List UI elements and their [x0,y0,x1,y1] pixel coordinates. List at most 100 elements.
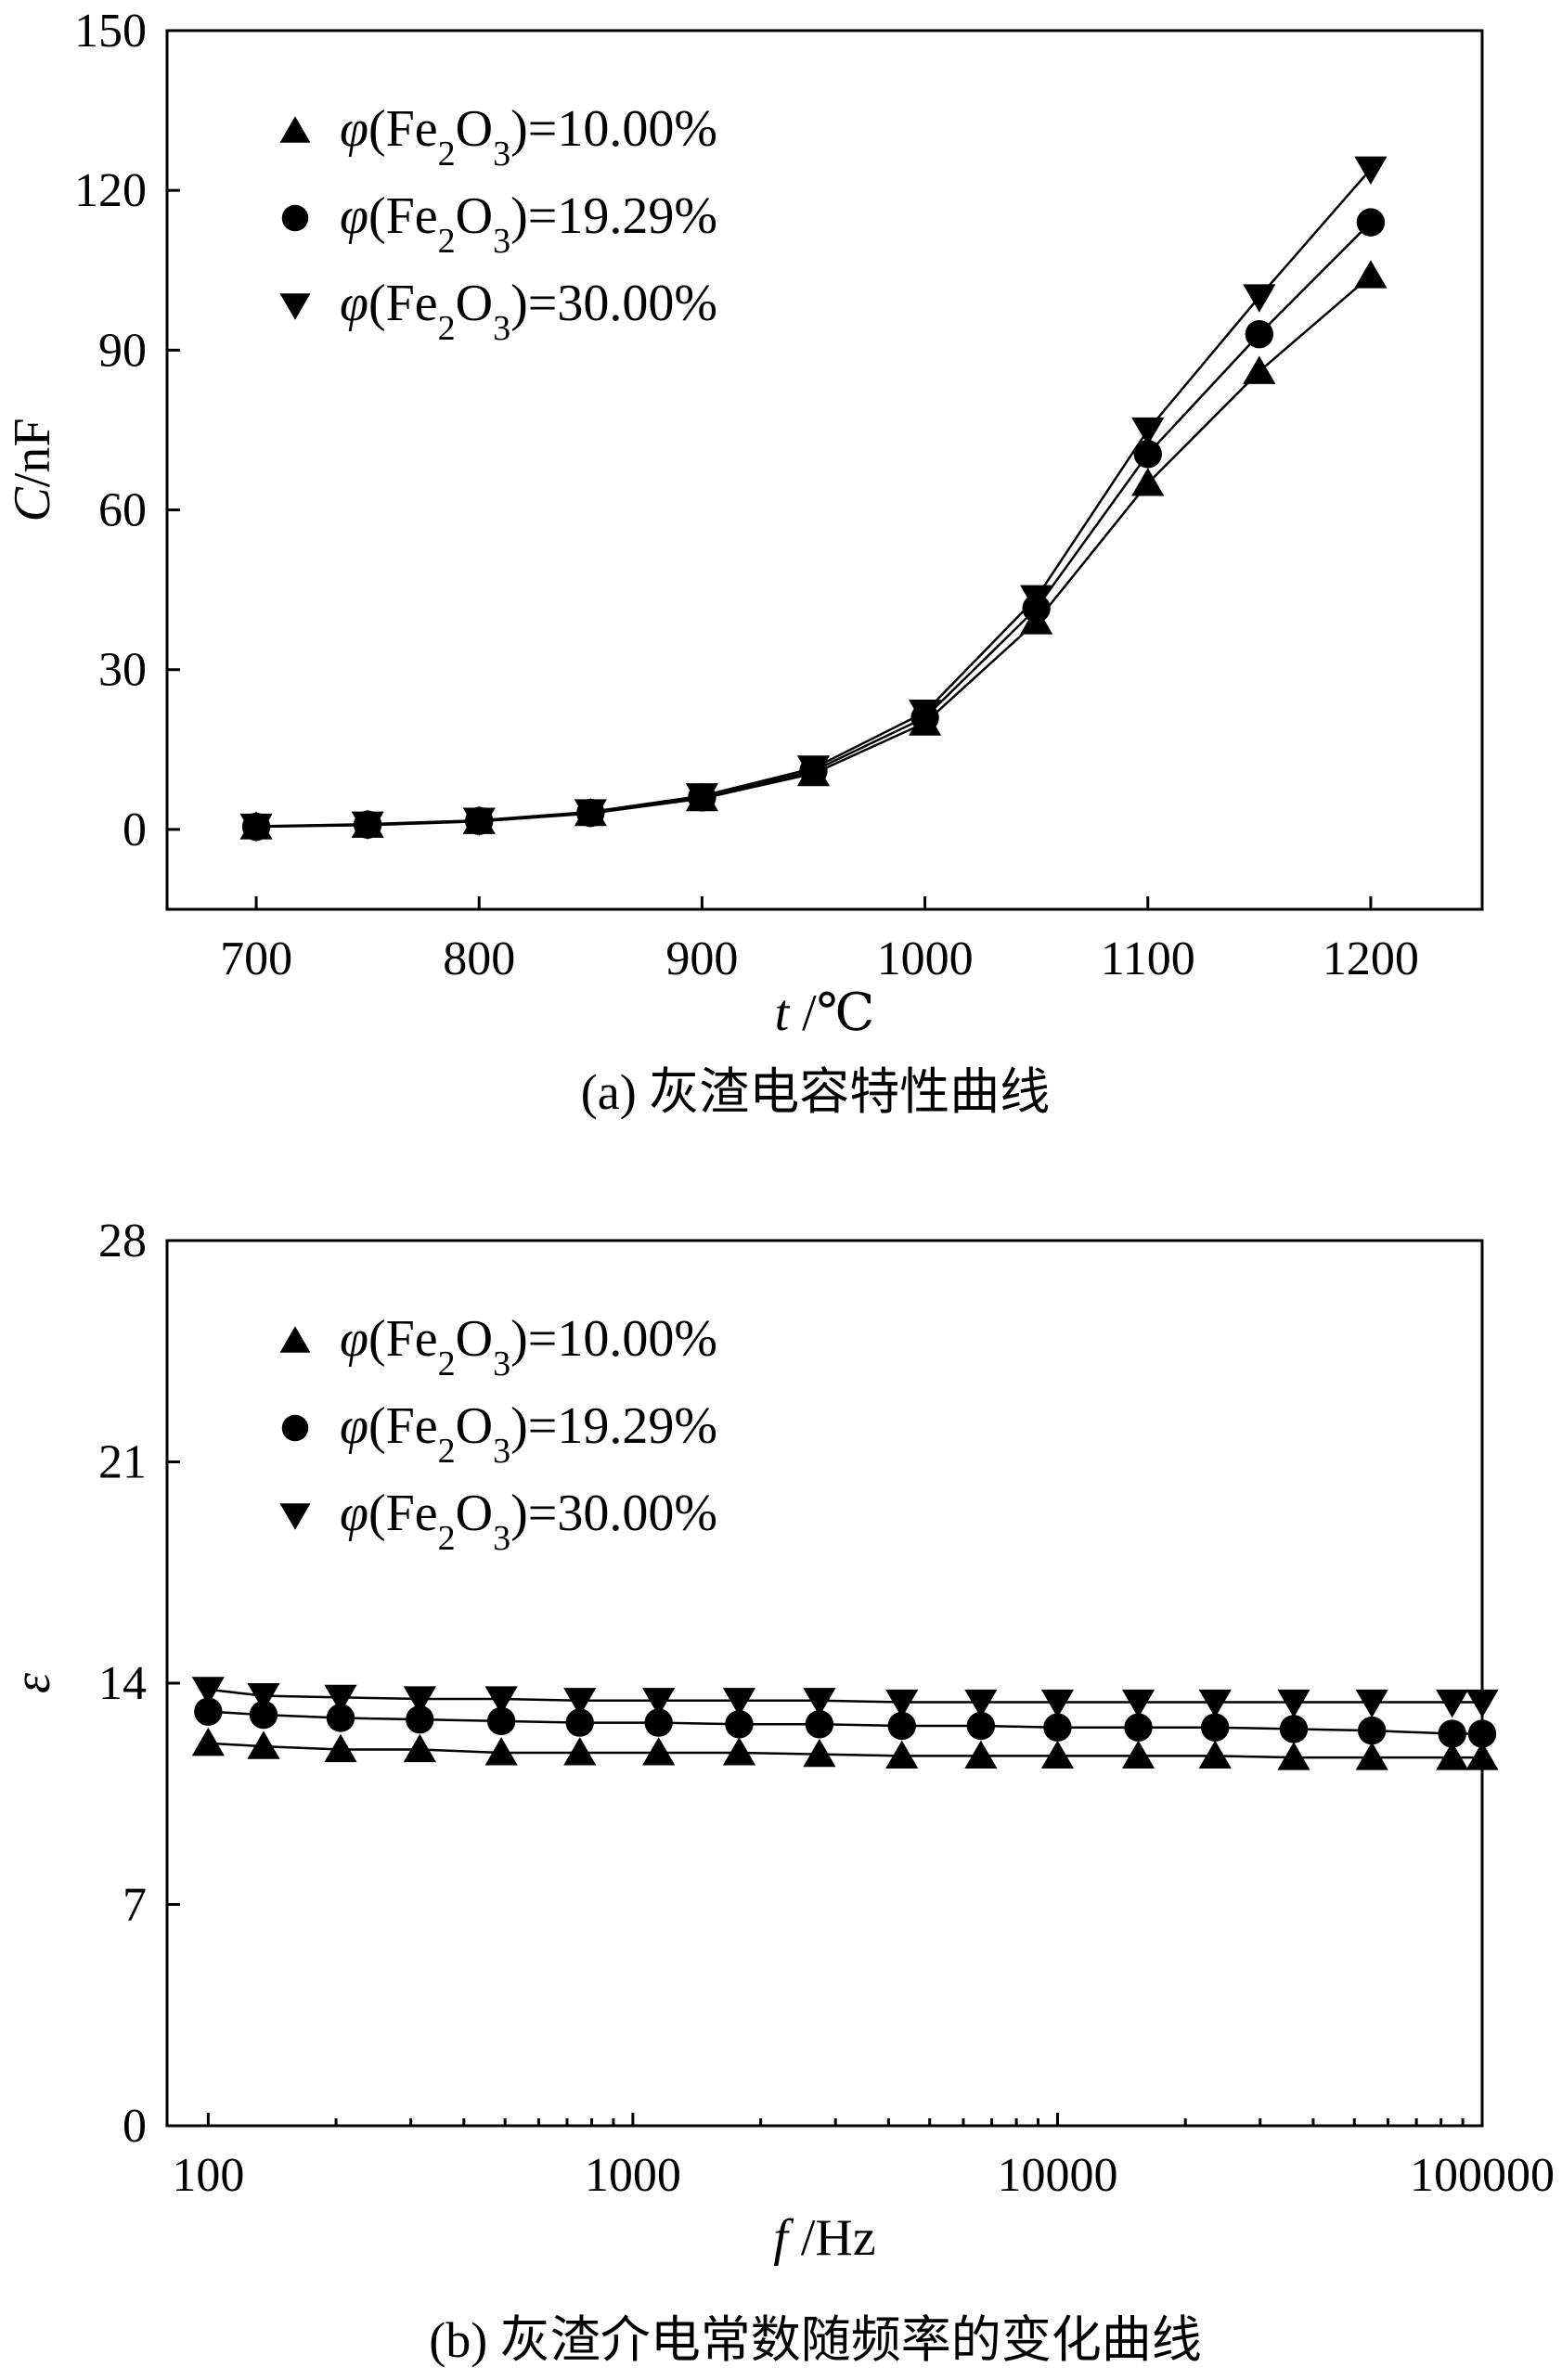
legend-text-prefix: φ [340,100,368,158]
panel-b-x-tick-label: 100000 [1410,2149,1555,2202]
panel-b-data-point [247,1683,280,1712]
panel-a-x-axis-symbol: t [775,984,791,1042]
panel-b-data-point [1277,1689,1310,1718]
panel-b-data-point [1277,1742,1310,1770]
legend-text-mid: O [456,1485,493,1542]
legend-text-sub1: 2 [438,1519,456,1558]
panel-b-data-point [324,1684,357,1714]
legend-text-sub1: 2 [438,222,456,261]
legend-text-open: (Fe [368,187,438,245]
panel-a-data-point [1354,260,1388,289]
panel-b-data-point [644,1708,673,1737]
panel-b-legend-marker-3 [279,1503,311,1530]
panel-a-data-point [1020,585,1053,614]
panel-b-data-point [1465,1742,1499,1770]
panel-a-data-point [462,807,496,836]
panel-b-data-point [1436,1689,1469,1718]
panel-b-y-tick-label: 21 [98,1436,147,1489]
panel-a-data-point [1131,417,1165,446]
panel-b-data-point [326,1704,355,1732]
legend-text-open: (Fe [368,275,438,332]
panel-a-data-point [1356,208,1386,237]
panel-b-series-line-1 [208,1742,1482,1759]
panel-b-data-point [1198,1740,1232,1769]
panel-a-x-tick-label: 1100 [1101,933,1195,985]
legend-text-mid: O [456,1397,493,1455]
panel-b-data-point [722,1737,756,1766]
panel-a-data-point [351,811,384,840]
panel-a-y-axis-label: C/nF [4,418,61,521]
legend-text-mid: O [456,275,493,332]
panel-b-data-point [885,1740,919,1769]
panel-b-data-point [1040,1689,1075,1718]
legend-text-open: (Fe [368,100,438,158]
panel-a-x-axis-label: t /℃ [775,984,875,1042]
panel-b-data-point [1121,1689,1155,1718]
panel-a-x-tick-label: 1200 [1323,933,1419,985]
panel-a-y-axis-symbol: C [4,487,61,522]
panel-b-data-point [1438,1719,1466,1748]
panel-b-data-point [803,1738,836,1768]
legend-text-sub1: 2 [438,135,456,174]
panel-b-data-point [1124,1713,1153,1742]
panel-a-y-tick-label: 90 [98,324,147,377]
panel-b-data-point [191,1677,225,1705]
panel-a-y-tick-label: 120 [74,164,147,217]
legend-text-open: (Fe [368,1485,438,1542]
panel-b-x-tick-label: 100 [172,2149,244,2202]
panel-a-y-tick-label: 60 [98,484,147,537]
panel-b-data-point [966,1711,996,1741]
panel-a-data-point [1133,440,1162,469]
panel-a-data-point [685,783,719,812]
panel-b-series-line-3 [208,1688,1482,1704]
panel-b-data-point [1355,1689,1388,1718]
legend-text-prefix: φ [340,1397,368,1455]
panel-b-data-point [722,1688,756,1717]
panel-b-legend-label-2: φ(Fe2O3)=19.29% [340,1397,717,1471]
legend-text-sub2: 3 [493,1519,510,1558]
legend-text-sub2: 3 [493,1432,510,1471]
panel-a-y-tick-label: 0 [123,804,147,856]
panel-b-data-point [1436,1742,1469,1770]
panel-a-y-axis-unit: /nF [4,418,61,487]
legend-text-close: )=19.29% [510,187,717,245]
panel-b-y-tick-label: 14 [98,1657,147,1710]
panel-b-y-axis-symbol: ε [4,1672,61,1693]
panel-b-data-point [249,1700,278,1730]
panel-b-legend-label-3: φ(Fe2O3)=30.00% [340,1485,717,1558]
panel-a-plot-frame [165,29,1484,911]
legend-text-sub2: 3 [493,222,510,261]
legend-text-prefix: φ [340,1485,368,1542]
panel-a-data-point [796,755,831,784]
legend-text-open: (Fe [368,1397,438,1455]
panel-b-data-point [247,1730,280,1759]
panel-a-legend-marker-2 [281,204,309,232]
panel-b-data-point [1040,1740,1075,1769]
panel-b-data-point [565,1708,594,1737]
panel-b-data-point [1465,1689,1499,1718]
legend-text-sub2: 3 [493,1344,510,1383]
panel-b-legend-marker-1 [279,1326,311,1353]
legend-text-prefix: φ [340,275,368,332]
panel-a-data-point [1131,468,1165,496]
panel-b-data-point [403,1686,436,1715]
panel-b-data-point [1121,1740,1155,1769]
panel-b-y-tick-label: 0 [123,2100,147,2153]
panel-b-data-point [642,1737,676,1766]
panel-b-data-point [1355,1742,1388,1770]
panel-b-data-point [964,1689,998,1718]
panel-a-legend-marker-3 [279,293,311,320]
panel-b-x-tick-label: 1000 [585,2149,681,2202]
legend-text-sub1: 2 [438,1432,456,1471]
panel-a-legend-label-2: φ(Fe2O3)=19.29% [340,187,717,261]
panel-b-x-axis-unit: /Hz [788,2209,876,2267]
legend-text-prefix: φ [340,1310,368,1368]
panel-a-series-line-1 [256,275,1372,829]
legend-text-close: )=10.00% [510,100,717,158]
panel-b-data-point [1279,1715,1309,1743]
panel-b-y-tick-label: 28 [98,1215,147,1267]
panel-b-data-point [1201,1713,1230,1742]
panel-b-data-point [406,1705,434,1734]
panel-b-y-tick-label: 7 [123,1879,147,1932]
